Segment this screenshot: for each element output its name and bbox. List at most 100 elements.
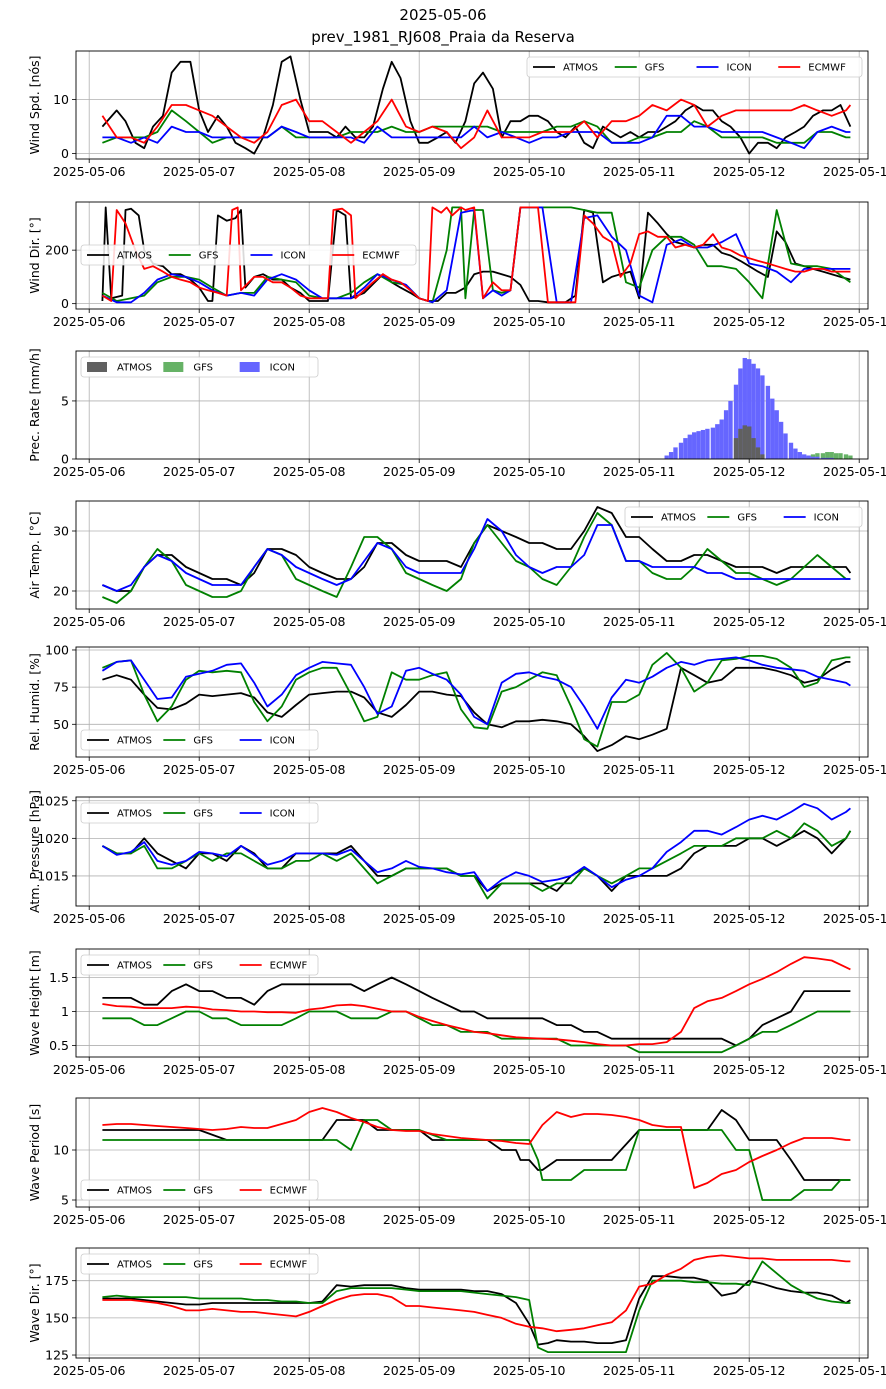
x-tick-label: 2025-05-13: [823, 911, 886, 926]
bar-icon: [683, 438, 688, 459]
legend-label-ecmwf: ECMWF: [270, 1260, 308, 1271]
series-line-icon: [102, 518, 851, 592]
y-axis-label: Air Temp. [°C]: [27, 511, 42, 598]
axes-frame: [75, 1247, 869, 1359]
bar-icon: [774, 410, 779, 459]
legend-label-gfs: GFS: [193, 961, 213, 972]
y-tick-label: 1015: [37, 868, 69, 883]
x-tick-label: 2025-05-13: [823, 1212, 886, 1227]
bar-icon: [668, 452, 674, 459]
panel-4: 2025-05-06 2025-05-07 2025-05-08 2025-05-09…: [27, 500, 886, 629]
y-axis-label: Rel. Humid. [%]: [27, 653, 42, 751]
plot-area: [101, 206, 851, 304]
y-axis-label: Wind Spd. [nós]: [27, 56, 42, 155]
x-tick-label: 2025-05-07: [163, 1212, 236, 1227]
legend-box: [80, 729, 319, 751]
legend-label-gfs: GFS: [193, 1186, 213, 1197]
legend-label-atmos: ATMOS: [117, 1186, 152, 1197]
series-line-ecmwf: [102, 1107, 851, 1189]
bar-gfs: [833, 453, 839, 459]
bar-gfs: [825, 452, 830, 459]
legend-label-gfs: GFS: [193, 363, 213, 374]
y-axis-label: Wave Period [s]: [27, 1104, 42, 1202]
x-tick-label: 2025-05-12: [713, 762, 786, 777]
legend-box: [80, 802, 319, 824]
bar-icon: [829, 457, 834, 459]
x-tick-label: 2025-05-08: [273, 1363, 346, 1378]
x-tick-label: 2025-05-06: [53, 1212, 126, 1227]
y-tick-label: 5: [61, 393, 69, 408]
legend: ATMOS GFS ECMWF: [80, 1253, 319, 1275]
x-tick-label: 2025-05-08: [273, 911, 346, 926]
bar-icon: [715, 424, 720, 459]
legend-label-atmos: ATMOS: [117, 1260, 152, 1271]
y-tick-label: 0: [61, 296, 69, 311]
legend-label-gfs: GFS: [737, 513, 757, 524]
bar-icon: [719, 419, 724, 459]
legend-label-ecmwf: ECMWF: [362, 251, 400, 262]
x-tick-label: 2025-05-08: [273, 762, 346, 777]
axes-frame: [75, 796, 869, 907]
x-tick-label: 2025-05-08: [273, 464, 346, 479]
x-tick-label: 2025-05-09: [383, 464, 456, 479]
x-tick-label: 2025-05-06: [53, 164, 126, 179]
plot-area: [101, 802, 852, 900]
x-tick-label: 2025-05-09: [383, 1363, 456, 1378]
x-tick-label: 2025-05-12: [713, 164, 786, 179]
series-line-atmos: [101, 55, 852, 155]
x-tick-label: 2025-05-07: [163, 464, 236, 479]
x-tick-label: 2025-05-11: [603, 1062, 676, 1077]
x-tick-label: 2025-05-12: [713, 614, 786, 629]
y-tick-label: 150: [45, 1310, 69, 1325]
legend-label-icon: ICON: [814, 513, 839, 524]
x-tick-label: 2025-05-13: [823, 762, 886, 777]
x-tick-label: 2025-05-10: [493, 614, 566, 629]
x-tick-label: 2025-05-10: [493, 911, 566, 926]
bar-icon: [664, 455, 669, 459]
bar-atmos: [738, 428, 743, 459]
x-tick-label: 2025-05-13: [823, 164, 886, 179]
x-tick-label: 2025-05-07: [163, 314, 236, 329]
y-tick-label: 20: [53, 584, 69, 599]
legend: ATMOS GFS ICON: [80, 802, 319, 824]
x-tick-label: 2025-05-13: [823, 314, 886, 329]
y-tick-label: 10: [53, 92, 69, 107]
x-tick-label: 2025-05-12: [713, 911, 786, 926]
series-line-icon: [101, 656, 851, 730]
x-tick-label: 2025-05-11: [603, 614, 676, 629]
x-tick-label: 2025-05-08: [273, 164, 346, 179]
chart-subtitle: prev_1981_RJ608_Praia da Reserva: [311, 28, 575, 46]
panel-9: 2025-05-06 2025-05-07 2025-05-08 2025-05-09…: [27, 1247, 886, 1378]
legend-label-atmos: ATMOS: [117, 251, 152, 262]
y-tick-label: 1.5: [49, 970, 69, 985]
x-tick-label: 2025-05-08: [273, 1062, 346, 1077]
series-line-atmos: [102, 1275, 851, 1346]
x-tick-label: 2025-05-10: [493, 1062, 566, 1077]
plot-area: [102, 1254, 851, 1353]
y-axis-label: Wave Height [m]: [27, 950, 42, 1056]
series-line-atmos: [102, 661, 851, 752]
x-tick-label: 2025-05-07: [163, 911, 236, 926]
x-tick-label: 2025-05-13: [823, 1363, 886, 1378]
bar-icon: [788, 442, 794, 459]
x-tick-label: 2025-05-07: [163, 164, 236, 179]
y-tick-label: 0: [61, 452, 69, 467]
x-tick-label: 2025-05-12: [713, 464, 786, 479]
bar-icon: [815, 456, 820, 459]
bar-icon: [810, 456, 816, 459]
bar-icon: [770, 398, 775, 459]
bar-icon: [755, 368, 761, 459]
bar-gfs: [848, 455, 853, 459]
bar-atmos: [760, 454, 765, 459]
legend-label-atmos: ATMOS: [117, 809, 152, 820]
y-tick-label: 1025: [37, 793, 69, 808]
bar-icon: [696, 431, 701, 459]
x-tick-label: 2025-05-11: [603, 1212, 676, 1227]
x-tick-label: 2025-05-10: [493, 1363, 566, 1378]
plot-area: [664, 357, 853, 459]
bar-icon: [710, 427, 716, 459]
x-tick-label: 2025-05-10: [493, 464, 566, 479]
plot-area: [101, 652, 851, 752]
legend-label-gfs: GFS: [193, 736, 213, 747]
x-tick-label: 2025-05-09: [383, 911, 456, 926]
